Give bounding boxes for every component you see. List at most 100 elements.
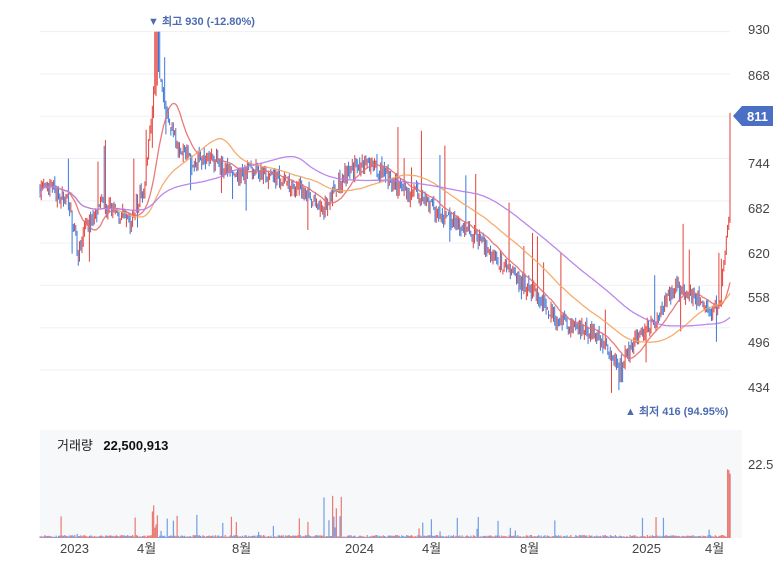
volume-bar xyxy=(320,535,323,538)
volume-bar xyxy=(666,535,668,538)
volume-bar xyxy=(254,535,256,538)
volume-bar xyxy=(374,535,376,538)
x-tick-label: 2025 xyxy=(632,541,661,556)
volume-bar xyxy=(267,536,270,538)
volume-bar xyxy=(333,516,335,538)
y-tick-label: 558 xyxy=(748,290,770,305)
volume-bar xyxy=(551,536,553,538)
volume-bar xyxy=(528,536,530,538)
volume-bar xyxy=(255,536,257,538)
volume-bar xyxy=(234,535,236,538)
volume-bar xyxy=(580,535,582,538)
volume-bar xyxy=(71,535,73,538)
volume-bar xyxy=(435,535,437,538)
volume-bar xyxy=(462,536,465,538)
volume-bar xyxy=(723,535,725,538)
volume-bar xyxy=(91,535,93,538)
volume-bar xyxy=(392,535,394,538)
volume-bar xyxy=(685,536,687,538)
volume-bar xyxy=(211,535,213,538)
volume-bar xyxy=(366,535,368,538)
volume-bar xyxy=(144,535,146,538)
volume-bar xyxy=(413,536,415,538)
volume-bar xyxy=(208,535,210,538)
volume-bar xyxy=(397,535,399,538)
volume-bar xyxy=(465,535,467,538)
volume-bar xyxy=(441,536,444,538)
volume-bar xyxy=(609,535,611,538)
y-tick-label: 930 xyxy=(748,22,770,37)
volume-bar xyxy=(469,536,471,538)
volume-bar xyxy=(699,535,702,538)
volume-bar xyxy=(675,535,677,538)
volume-bar xyxy=(76,533,78,538)
volume-bar xyxy=(309,536,312,538)
volume-bar xyxy=(98,536,100,538)
volume-bar xyxy=(270,535,272,538)
low-change: (94.95%) xyxy=(684,406,729,418)
volume-bar xyxy=(696,536,698,538)
volume-bar xyxy=(525,535,528,538)
volume-bar xyxy=(461,535,463,538)
volume-bar xyxy=(119,535,121,538)
volume-bar xyxy=(343,536,345,538)
volume-bar xyxy=(112,535,114,538)
volume-bar xyxy=(517,535,519,538)
volume-bar xyxy=(501,535,503,538)
volume-bar xyxy=(664,535,666,538)
volume-bar xyxy=(39,536,41,538)
volume-bar xyxy=(228,536,230,538)
volume-bar xyxy=(628,536,630,538)
volume-bar xyxy=(376,535,378,538)
current-price-value: 811 xyxy=(747,109,768,124)
volume-bar xyxy=(351,536,353,538)
volume-bar xyxy=(283,536,286,538)
volume-bar xyxy=(371,535,373,538)
volume-bar xyxy=(327,536,329,538)
volume-bar xyxy=(485,535,487,538)
volume-bar xyxy=(108,535,110,538)
volume-bar xyxy=(554,520,556,538)
volume-bar xyxy=(183,535,186,538)
volume-bar xyxy=(83,535,86,538)
volume-bar xyxy=(593,536,595,538)
volume-bar xyxy=(275,536,277,538)
volume-bar xyxy=(667,535,669,538)
volume-bar xyxy=(476,528,478,538)
volume-bar xyxy=(367,536,370,538)
volume-bar xyxy=(199,535,202,538)
volume-bar xyxy=(213,536,215,538)
moving-averages xyxy=(39,102,731,359)
volume-bar xyxy=(585,535,587,538)
volume-bar xyxy=(150,535,152,538)
volume-bar xyxy=(308,535,310,538)
volume-bar xyxy=(557,535,560,538)
volume-bar xyxy=(602,535,604,538)
volume-bar xyxy=(438,536,440,538)
volume-bar xyxy=(203,535,205,538)
volume-bar xyxy=(181,535,183,538)
x-tick-label: 8월 xyxy=(520,541,539,556)
volume-bar xyxy=(671,535,673,538)
volume-bar xyxy=(606,535,608,538)
volume-bar xyxy=(239,536,241,538)
volume-bar xyxy=(412,536,414,538)
volume-bar xyxy=(156,515,158,538)
volume-bar xyxy=(487,535,489,538)
volume-bar xyxy=(322,535,324,538)
volume-bar xyxy=(390,535,392,538)
volume-bar xyxy=(398,535,400,538)
volume-bar xyxy=(662,517,665,538)
volume-bar xyxy=(140,536,142,538)
volume-bar xyxy=(514,530,516,538)
volume-bar xyxy=(698,535,700,538)
volume-bar xyxy=(417,535,419,538)
volume-bar xyxy=(562,536,565,538)
volume-bar xyxy=(286,535,288,538)
volume-bar xyxy=(433,535,435,538)
volume-bar xyxy=(613,536,615,538)
volume-bar xyxy=(638,536,640,538)
volume-bar xyxy=(77,536,79,538)
volume-bar xyxy=(253,535,255,538)
x-tick-label: 4월 xyxy=(422,541,441,556)
